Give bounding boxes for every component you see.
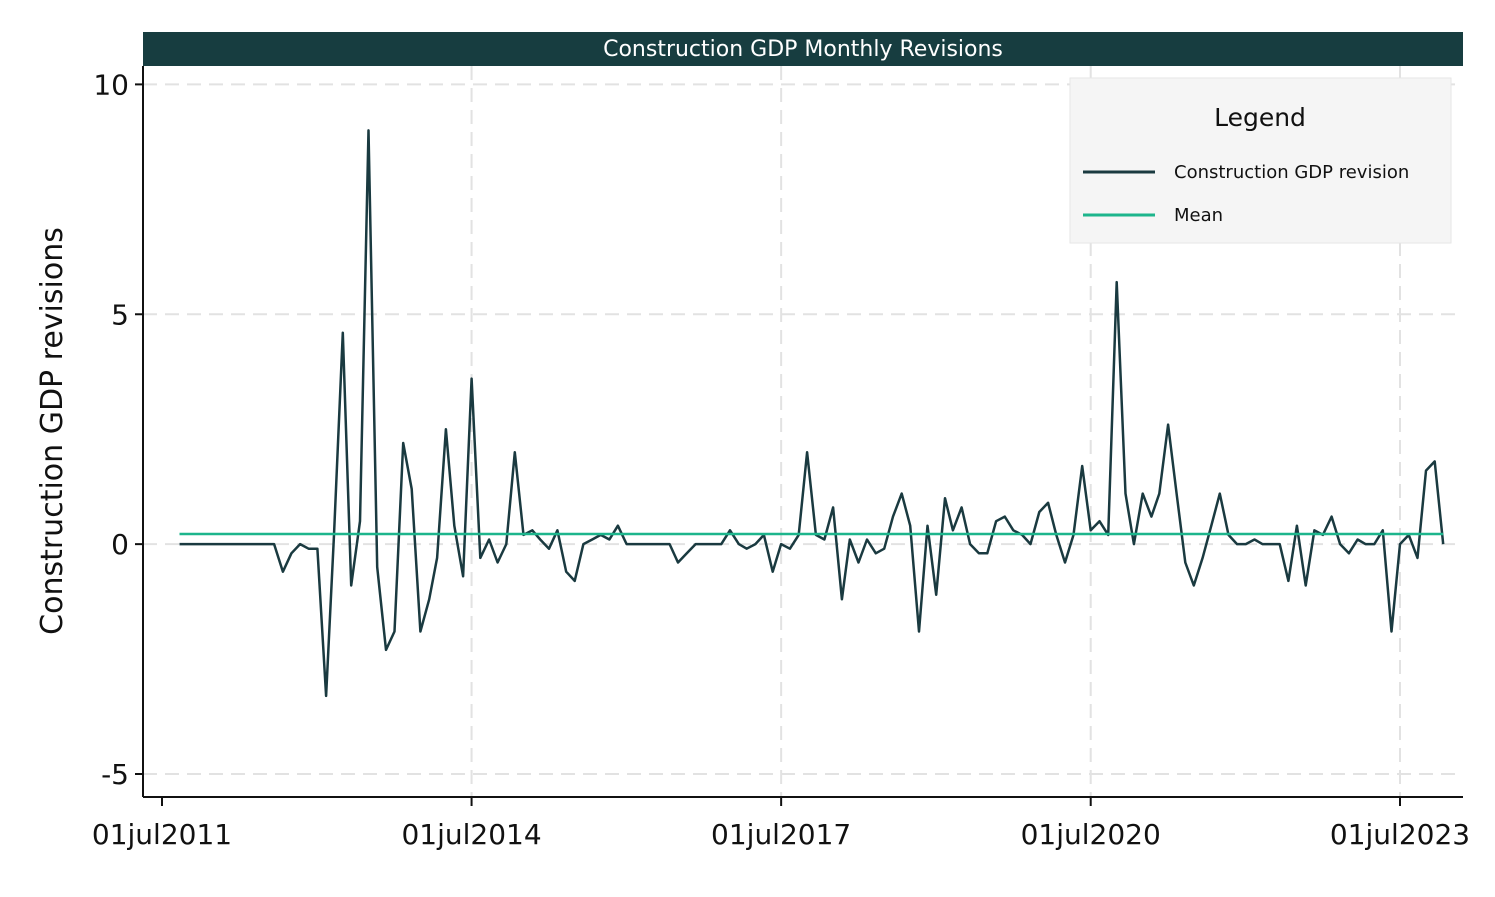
legend-label-revision: Construction GDP revision	[1174, 162, 1409, 183]
legend: Legend Construction GDP revision Mean	[1069, 77, 1452, 244]
x-tick-label: 01jul2020	[1021, 818, 1161, 851]
chart-title: Construction GDP Monthly Revisions	[603, 37, 1003, 62]
x-tick-label: 01jul2011	[92, 818, 232, 851]
legend-title: Legend	[1214, 103, 1306, 132]
x-tick-label: 01jul2023	[1330, 818, 1470, 851]
title-bar	[143, 32, 1463, 66]
axes: -5 0 5 10 01jul2011 01jul2014 01jul2017 01jul20…	[92, 66, 1470, 851]
x-tick-label: 01jul2014	[401, 818, 541, 851]
x-tick-label: 01jul2017	[711, 818, 851, 851]
y-tick-label: 5	[111, 298, 129, 331]
legend-label-mean: Mean	[1174, 205, 1223, 226]
y-tick-label: 0	[111, 528, 129, 561]
series-lines	[179, 129, 1445, 698]
y-axis-title: Construction GDP revisions	[35, 227, 70, 635]
y-tick-label: 10	[93, 68, 129, 101]
revision-line	[179, 129, 1445, 698]
y-tick-label: -5	[101, 758, 129, 791]
